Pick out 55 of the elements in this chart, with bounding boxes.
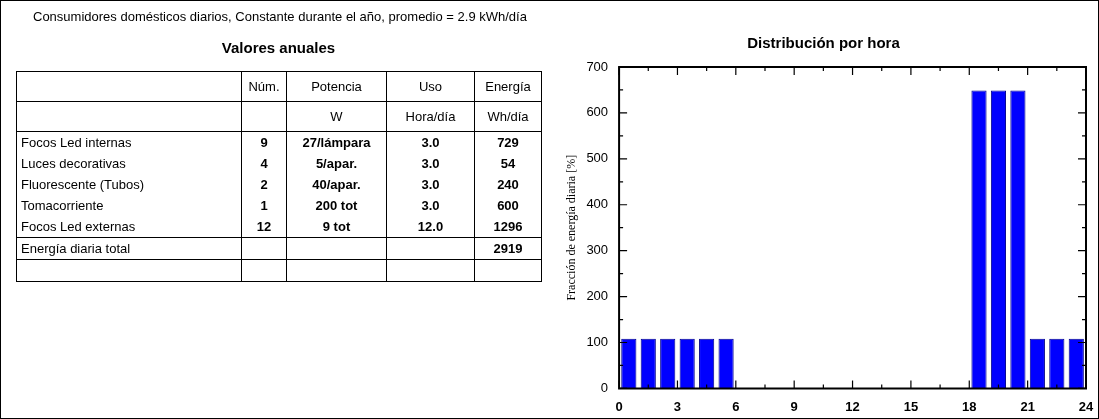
text: 12.0 (386, 216, 475, 238)
text: 200 tot (286, 195, 387, 216)
x-tick-label: 24 (1078, 398, 1094, 414)
text: 12 (241, 216, 287, 238)
x-tick-label: 21 (1020, 398, 1035, 414)
text: 54 (474, 153, 542, 174)
x-tick-label: 3 (673, 398, 682, 414)
x-tick-label: 12 (845, 398, 860, 414)
text: 2 (241, 174, 287, 195)
text: Luces decorativas (16, 153, 242, 174)
text: 1 (241, 195, 287, 216)
text: Tomacorriente (16, 195, 242, 216)
x-tick-label: 0 (615, 398, 623, 414)
text: Consumidores domésticos diarios, Constante durante el año, promedio = 2.9 kWh/día (33, 9, 527, 24)
x-tick-label: 9 (790, 398, 798, 414)
text: Energía diaria total (16, 237, 242, 260)
text: Focos Led externas (16, 216, 242, 238)
text: Potencia (286, 71, 387, 102)
text: 3.0 (386, 153, 475, 174)
y-axis-title: Fracción de energía diaria [%] (564, 154, 579, 301)
x-tick-label: 15 (903, 398, 919, 414)
text: 1296 (474, 216, 542, 238)
y-tick-label: 300 (586, 242, 609, 258)
text: Hora/día (386, 101, 475, 132)
text: W (286, 101, 387, 132)
text: Focos Led internas (16, 131, 242, 153)
text: 5/apar. (286, 153, 387, 174)
y-tick-label: 0 (600, 379, 609, 395)
text: 40/apar. (286, 174, 387, 195)
text: Núm. (241, 71, 287, 102)
text: Wh/día (474, 101, 542, 132)
y-tick-label: 700 (586, 58, 609, 74)
text: 3.0 (386, 174, 475, 195)
x-tick-label: 18 (962, 398, 977, 414)
text: 27/lámpara (286, 131, 387, 153)
text: 9 (241, 131, 287, 153)
text: 4 (241, 153, 287, 174)
text: Valores anuales (220, 39, 337, 56)
y-tick-label: 600 (586, 104, 609, 120)
text: 600 (474, 195, 542, 216)
y-tick-label: 100 (586, 334, 609, 350)
text: 3.0 (386, 131, 475, 153)
y-tick-label: 500 (586, 150, 609, 166)
chart-title: Distribución por hora (747, 34, 901, 52)
text: Energía (474, 71, 542, 102)
y-tick-label: 200 (586, 288, 609, 304)
text: 240 (474, 174, 542, 195)
text: 2919 (474, 237, 542, 260)
text: Uso (386, 71, 475, 102)
text: 9 tot (286, 216, 387, 238)
text: Fluorescente (Tubos) (16, 174, 242, 195)
x-tick-label: 6 (732, 398, 740, 414)
text: 3.0 (386, 195, 475, 216)
text: 729 (474, 131, 542, 153)
y-tick-label: 400 (586, 196, 609, 212)
